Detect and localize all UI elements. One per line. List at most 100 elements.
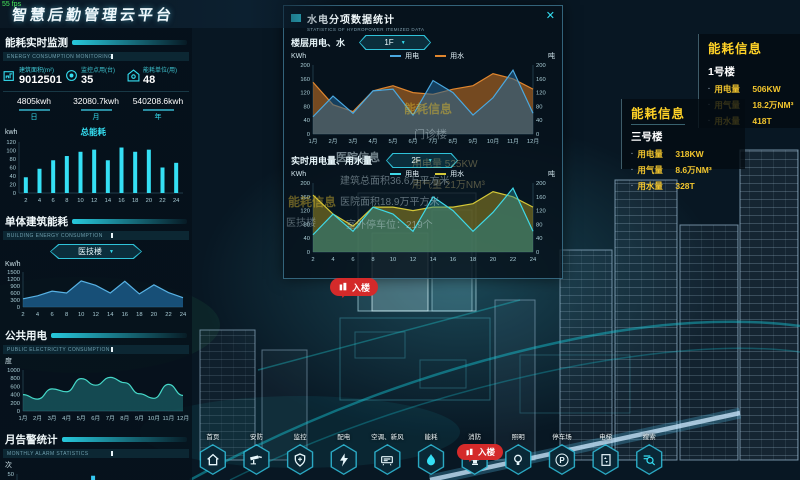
svg-text:20: 20 [10,183,16,189]
svg-text:20: 20 [146,198,152,204]
nav-item-label: 消防 [468,434,482,441]
energy-units-icon [127,69,140,82]
stat-value: 48 [143,74,156,86]
svg-text:8月: 8月 [448,138,457,145]
lighting-bulb-icon [504,444,532,475]
svg-text:160: 160 [300,77,310,83]
section-title-bar [51,333,187,338]
enter-building-marker[interactable]: 入楼 [330,278,379,296]
total-energy-caption: kwh 总能耗 [3,126,189,138]
subtitle-tick [110,451,113,456]
building-name: 1号楼 [708,66,735,78]
nav-item-lighting[interactable]: 照明 [496,433,540,480]
svg-text:14: 14 [105,198,112,204]
total-year: 540208.6kwh 年 [127,96,189,124]
close-icon[interactable]: ✕ [545,10,555,22]
svg-text:0: 0 [536,250,539,256]
svg-text:1000: 1000 [7,368,20,374]
total-label: 日 [18,109,50,122]
legend-label: 用水 [450,53,465,60]
svg-text:9月: 9月 [468,138,477,145]
chevron-down-icon: ▼ [427,157,433,164]
nav-item-elevator[interactable]: 电梯 [584,433,628,480]
section-label: 楼层用电、水 [291,38,346,48]
svg-text:7月: 7月 [428,138,437,145]
y-axis-unit: kwh [5,128,18,136]
svg-text:40: 40 [304,236,310,242]
svg-text:4月: 4月 [368,138,377,145]
section-subtitle-bar: PUBLIC ELECTRICITY CONSUMPTION [3,345,189,354]
total-label: 月 [80,109,112,122]
building-select-dropdown[interactable]: 医技楼 ▼ [50,244,142,259]
nav-item-label: 照明 [511,434,525,441]
y-axis-unit: 度 [5,358,12,365]
total-value: 32080.7kwh [73,96,119,106]
svg-text:18: 18 [132,198,138,204]
nav-item-home[interactable]: 首页 [191,433,235,480]
svg-text:200: 200 [300,63,310,69]
search-icon [635,444,663,475]
svg-text:2: 2 [21,312,24,318]
chevron-down-icon: ▼ [400,39,406,46]
row-value: 18.2万NM³ [752,100,794,110]
dropdown-value: 医技楼 [78,247,103,256]
svg-text:40: 40 [536,118,542,124]
realtime-floor-select-dropdown[interactable]: 2F ▼ [386,153,459,168]
chart-title: 总能耗 [80,127,106,137]
nav-item-hvac[interactable]: 空调、新风 [366,433,410,480]
total-label: 年 [142,109,174,122]
energy-drop-icon [417,444,445,475]
svg-text:120: 120 [300,209,310,215]
stat-monitor-points: 监控点用(台) 35 [65,65,127,86]
svg-text:80: 80 [536,222,542,228]
nav-item-security[interactable]: 安防 [235,433,279,480]
svg-text:8: 8 [371,257,374,263]
svg-text:20: 20 [151,312,157,318]
subtitle-tick [110,54,113,59]
svg-text:0: 0 [13,191,16,197]
legend-label: 用电 [405,171,420,178]
subtitle-tick [110,233,113,238]
floor-select-dropdown[interactable]: 1F ▼ [359,35,432,50]
svg-text:2月: 2月 [33,415,42,422]
svg-text:6: 6 [50,312,53,318]
svg-text:4月: 4月 [62,415,71,422]
hydropower-statistics-panel: 水电分项数据统计 STATISTICS OF HYDROPOWER ITEMIZ… [283,5,563,279]
svg-text:200: 200 [300,181,310,187]
dropdown-face: 1F ▼ [360,36,431,49]
nav-item-search[interactable]: 搜索 [627,433,671,480]
y-axis-unit-right: 吨 [548,53,555,60]
fps-counter: 55 fps [2,1,22,8]
enter-building-marker-nav[interactable]: 入楼 [457,444,504,460]
row-value: 506KW [752,84,781,94]
svg-text:16: 16 [118,198,124,204]
nav-item-parking[interactable]: 停车场 P [540,433,584,480]
svg-text:120: 120 [536,209,546,215]
bullet-dot: · [631,182,634,190]
nav-item-energy[interactable]: 能耗 [409,433,453,480]
svg-text:10月: 10月 [487,138,499,145]
monthly-alarm-bar-chart: 010203040501月2月3月4月5月6月7月8月9月10月11月12月 [8,472,96,480]
section-title-bar [72,40,187,45]
nav-item-monitoring[interactable]: 监控 [278,433,322,480]
total-month: 32080.7kwh 月 [65,96,127,124]
svg-text:200: 200 [536,181,546,187]
svg-text:400: 400 [10,393,20,399]
section-title: 月告警统计 [5,434,58,446]
monitor-points-icon [66,70,77,81]
section-monthly-alarm: 月告警统计 [3,432,189,447]
svg-text:120: 120 [536,91,546,97]
svg-text:80: 80 [10,157,16,163]
nav-item-power[interactable]: 配电 [322,433,366,480]
row-value: 8.6万NM³ [675,165,712,175]
legend-swatch [390,173,402,175]
info-row: · 用电量 506KW [708,83,800,95]
svg-text:300: 300 [10,298,20,304]
subtitle-tick [110,347,113,352]
y-axis-unit-left: KWh [291,52,307,60]
legend-swatch [435,173,447,175]
svg-text:200: 200 [10,401,20,407]
svg-text:6: 6 [52,198,55,204]
